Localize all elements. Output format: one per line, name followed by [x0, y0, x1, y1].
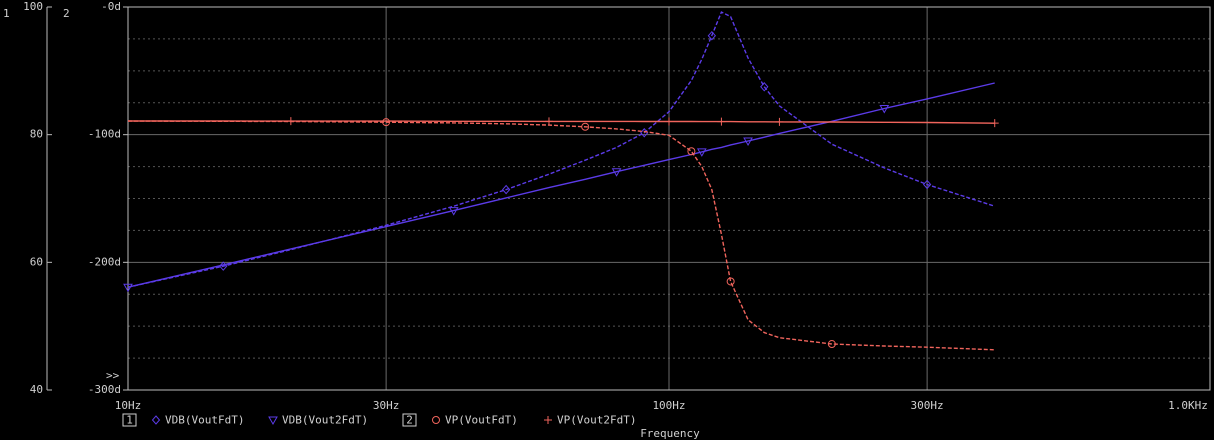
- marker: [990, 119, 999, 128]
- marker: [123, 283, 133, 293]
- x-tick-label: 1.0KHz: [1168, 399, 1208, 412]
- x-axis-label: Frequency: [640, 427, 700, 440]
- legend-label[interactable]: VDB(Vout2FdT): [282, 414, 368, 427]
- legend-label[interactable]: VP(VoutFdT): [445, 414, 518, 427]
- legend-label[interactable]: VP(Vout2FdT): [557, 414, 636, 427]
- marker: [726, 277, 735, 286]
- marker: [665, 117, 673, 126]
- marker: [743, 137, 753, 147]
- legend-label[interactable]: VDB(VoutFdT): [165, 414, 244, 427]
- marker: [687, 147, 696, 156]
- legend-axis-id: 2: [406, 414, 413, 427]
- marker: [922, 179, 932, 190]
- marker: [432, 416, 440, 424]
- marker: [717, 117, 726, 126]
- y-axis-id: 1: [3, 7, 10, 20]
- y-tick-label: 40: [30, 383, 43, 396]
- marker: [544, 416, 552, 424]
- y2-tick-label: -200d: [88, 255, 121, 268]
- marker: [827, 340, 836, 349]
- series-line: [127, 120, 995, 351]
- marker: [611, 168, 622, 177]
- series-line: [127, 11, 995, 288]
- y-tick-label: 100: [23, 0, 43, 13]
- legend-axis-id: 1: [126, 414, 133, 427]
- marker: [696, 148, 707, 157]
- y2-tick-label: -300d: [88, 383, 121, 396]
- marker: [760, 82, 769, 92]
- marker: [544, 117, 553, 126]
- series-line: [128, 120, 995, 124]
- x-tick-label: 300Hz: [911, 399, 944, 412]
- marker: [448, 207, 459, 216]
- marker: [382, 118, 391, 127]
- x-tick-label: 100Hz: [652, 399, 685, 412]
- marker: [151, 415, 161, 425]
- legend-axis-box: [402, 413, 417, 427]
- marker: [707, 30, 717, 41]
- legend-axis-box: [122, 413, 137, 427]
- marker: [286, 117, 295, 126]
- y2-tick-label: -0d: [101, 0, 121, 13]
- marker: [581, 122, 590, 131]
- plot-frame: [127, 6, 1211, 391]
- marker: [268, 416, 278, 426]
- y2-axis-id: 2: [63, 7, 70, 20]
- marker: [775, 117, 784, 126]
- x-tick-label: 30Hz: [373, 399, 400, 412]
- y-tick-label: 80: [30, 128, 43, 141]
- y2-tick-label: -100d: [88, 128, 121, 141]
- marker: [879, 104, 890, 114]
- y-tick-label: 60: [30, 255, 43, 268]
- x-tick-label: 10Hz: [115, 399, 142, 412]
- marker: [501, 184, 511, 195]
- cursor-marker: >>: [106, 369, 120, 382]
